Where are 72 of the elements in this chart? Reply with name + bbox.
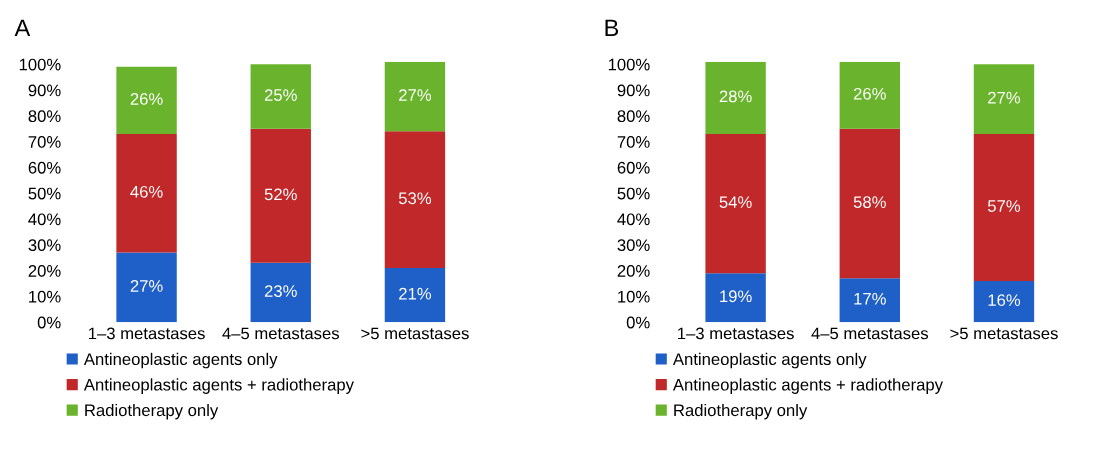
legend-label: Radiotherapy only <box>674 403 808 420</box>
data-label: 27% <box>988 91 1021 104</box>
data-label: 19% <box>720 290 752 303</box>
data-label: 52% <box>264 188 297 201</box>
bar <box>973 64 1035 134</box>
bar <box>973 133 1035 281</box>
y-tick-label: 20% <box>28 265 61 277</box>
bar <box>384 131 446 269</box>
data-label: 46% <box>130 185 163 198</box>
y-tick-label: 100% <box>19 58 61 71</box>
legend-label: Antineoplastic agents only <box>83 352 278 369</box>
y-tick-label: 70% <box>617 136 650 148</box>
y-tick-label: 90% <box>617 84 650 97</box>
data-label: 27% <box>399 89 432 101</box>
data-label: 54% <box>719 196 752 209</box>
x-tick-label: 4–5 metastases <box>811 327 929 340</box>
data-label: 16% <box>988 294 1021 307</box>
y-tick-label: 10% <box>618 290 650 303</box>
bar <box>705 273 766 323</box>
x-tick-label: 4–5 metastases <box>222 327 339 340</box>
data-label: 28% <box>719 90 752 103</box>
y-tick-label: 60% <box>617 161 650 174</box>
y-tick-label: 30% <box>617 239 650 252</box>
data-label: 53% <box>398 192 432 205</box>
bar <box>973 280 1035 323</box>
data-label: 21% <box>399 287 432 300</box>
chart-title: B <box>605 19 619 36</box>
bar <box>116 66 177 134</box>
bar <box>384 268 446 323</box>
x-tick-label: >5 metastases <box>950 327 1058 340</box>
y-tick-label: 80% <box>28 110 61 123</box>
y-tick-label: 50% <box>28 187 61 200</box>
y-tick-label: 50% <box>617 187 650 200</box>
bar <box>384 61 446 132</box>
bar <box>705 133 766 274</box>
data-label: 58% <box>853 196 886 209</box>
data-label: 23% <box>264 285 297 297</box>
y-tick-label: 10% <box>29 290 61 303</box>
y-tick-label: 70% <box>28 136 61 148</box>
y-tick-label: 0% <box>626 316 650 329</box>
legend-label: Antineoplastic agents only <box>672 352 867 369</box>
y-tick-label: 0% <box>37 316 61 329</box>
bar <box>705 61 766 134</box>
bar <box>839 278 900 323</box>
bar <box>839 128 900 279</box>
y-tick-label: 60% <box>28 161 61 174</box>
bar <box>116 133 177 253</box>
data-label: 57% <box>987 200 1021 212</box>
data-label: 17% <box>854 293 886 305</box>
legend-label: Antineoplastic agents + radiotherapy <box>83 378 354 394</box>
bar <box>250 128 311 263</box>
legend-label: Antineoplastic agents + radiotherapy <box>672 378 943 394</box>
y-tick-label: 30% <box>28 239 61 252</box>
data-label: 26% <box>853 87 886 100</box>
x-tick-label: >5 metastases <box>361 327 469 340</box>
y-tick-label: 40% <box>28 213 61 226</box>
bar <box>250 64 311 129</box>
y-tick-label: 90% <box>28 84 61 97</box>
x-tick-label: 1–3 metastases <box>678 327 794 340</box>
y-tick-label: 40% <box>617 213 650 226</box>
data-label: 25% <box>264 89 297 101</box>
y-tick-label: 80% <box>617 110 650 123</box>
chart-title: A <box>14 19 31 36</box>
data-label: 27% <box>130 280 163 292</box>
bar <box>839 61 900 129</box>
data-label: 26% <box>130 93 163 105</box>
y-tick-label: 20% <box>617 265 650 277</box>
x-tick-label: 1–3 metastases <box>89 327 205 340</box>
bar <box>116 252 177 323</box>
bar <box>250 262 311 323</box>
legend-label: Radiotherapy only <box>85 403 219 420</box>
y-tick-label: 100% <box>608 58 650 71</box>
